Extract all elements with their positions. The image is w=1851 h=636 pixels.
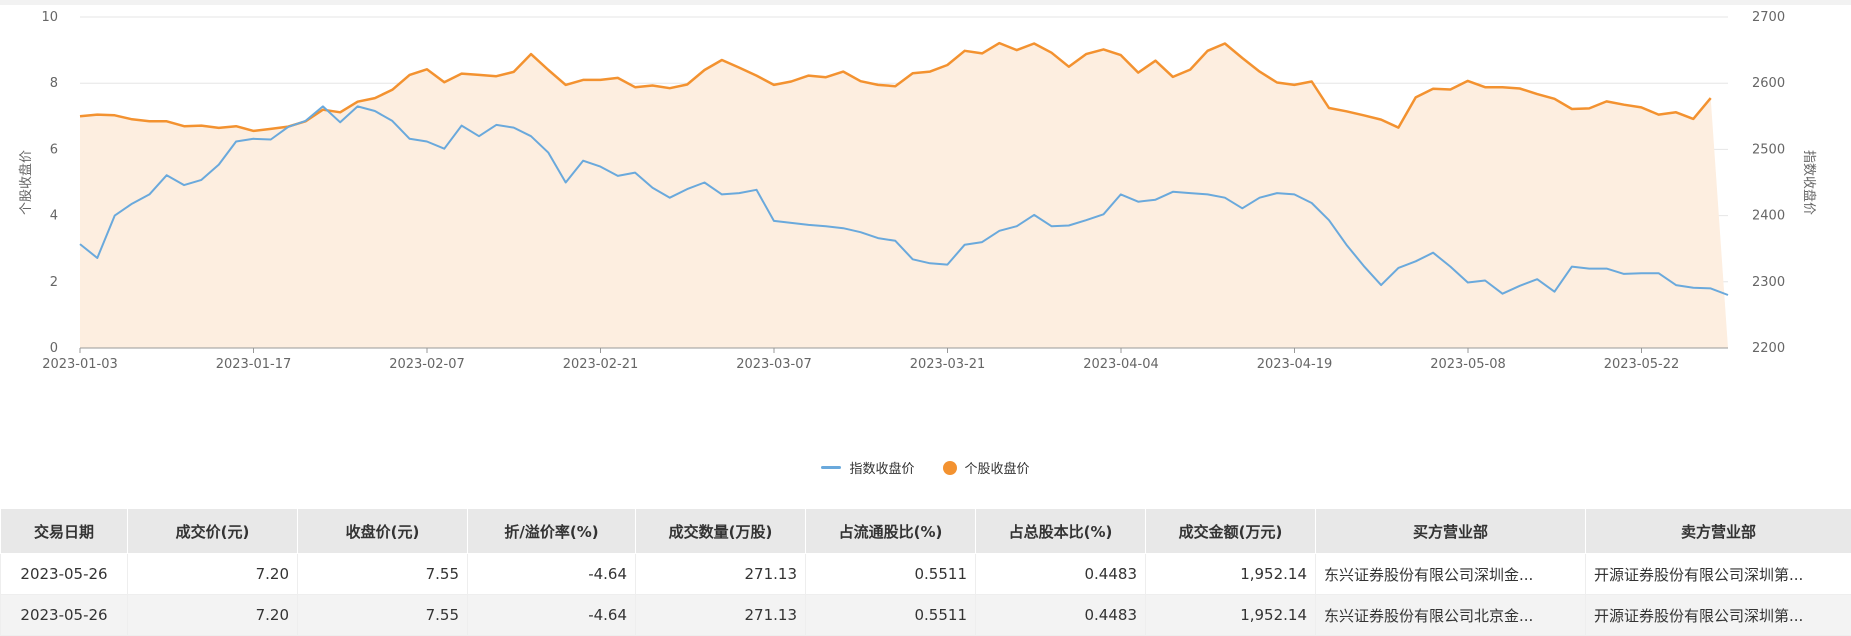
legend-item-stock[interactable]: 个股收盘价 — [943, 458, 1030, 477]
y-right-tick-label: 2200 — [1752, 341, 1785, 356]
cell-buyer[interactable]: 东兴证券股份有限公司北京金... — [1316, 595, 1586, 636]
x-tick-label: 2023-01-17 — [216, 357, 292, 372]
cell-date: 2023-05-26 — [1, 595, 128, 636]
cell-total-ratio: 0.4483 — [976, 554, 1146, 595]
col-header-premium[interactable]: 折/溢价率(%) — [468, 509, 636, 554]
cell-float-ratio: 0.5511 — [806, 595, 976, 636]
x-tick-label: 2023-04-04 — [1083, 357, 1159, 372]
col-header-price[interactable]: 成交价(元) — [128, 509, 298, 554]
cell-total-ratio: 0.4483 — [976, 595, 1146, 636]
y-left-tick-label: 6 — [50, 142, 58, 157]
cell-volume: 271.13 — [636, 595, 806, 636]
cell-buyer[interactable]: 东兴证券股份有限公司深圳金... — [1316, 554, 1586, 595]
y-right-tick-label: 2700 — [1752, 10, 1785, 25]
y-right-tick-label: 2400 — [1752, 209, 1785, 224]
x-tick-label: 2023-02-07 — [389, 357, 465, 372]
y-left-tick-label: 4 — [50, 209, 58, 224]
col-header-float-ratio[interactable]: 占流通股比(%) — [806, 509, 976, 554]
y-left-tick-label: 2 — [50, 275, 58, 290]
cell-premium: -4.64 — [468, 595, 636, 636]
col-header-close[interactable]: 收盘价(元) — [298, 509, 468, 554]
cell-amount: 1,952.14 — [1146, 554, 1316, 595]
block-trade-table: 交易日期 成交价(元) 收盘价(元) 折/溢价率(%) 成交数量(万股) 占流通… — [0, 508, 1851, 636]
legend-label-stock: 个股收盘价 — [965, 458, 1030, 477]
x-tick-label: 2023-04-19 — [1257, 357, 1333, 372]
table-row: 2023-05-26 7.20 7.55 -4.64 271.13 0.5511… — [1, 554, 1851, 595]
x-tick-label: 2023-03-21 — [910, 357, 986, 372]
cell-price: 7.20 — [128, 554, 298, 595]
cell-close: 7.55 — [298, 554, 468, 595]
cell-price: 7.20 — [128, 595, 298, 636]
chart-svg: 0 2 4 6 8 10 2200 2300 2400 2500 2600 2700 个股收盘价 指数收盘… — [0, 5, 1851, 455]
y-right-tick-label: 2600 — [1752, 76, 1785, 91]
cell-close: 7.55 — [298, 595, 468, 636]
cell-amount: 1,952.14 — [1146, 595, 1316, 636]
cell-seller[interactable]: 开源证券股份有限公司深圳第... — [1586, 554, 1851, 595]
col-header-seller[interactable]: 卖方营业部 — [1586, 509, 1851, 554]
col-header-volume[interactable]: 成交数量(万股) — [636, 509, 806, 554]
col-header-date[interactable]: 交易日期 — [1, 509, 128, 554]
y-right-tick-label: 2500 — [1752, 142, 1785, 157]
cell-date: 2023-05-26 — [1, 554, 128, 595]
x-tick-label: 2023-01-03 — [42, 357, 118, 372]
stock-area — [80, 43, 1728, 348]
y-left-tick-label: 8 — [50, 76, 58, 91]
y-right-axis-title: 指数收盘价 — [1801, 150, 1817, 215]
legend-dot-icon — [943, 461, 957, 475]
cell-premium: -4.64 — [468, 554, 636, 595]
x-tick-label: 2023-05-08 — [1430, 357, 1506, 372]
chart-legend: 指数收盘价 个股收盘价 — [0, 458, 1851, 477]
y-left-tick-label: 10 — [41, 10, 58, 25]
x-tick-label: 2023-03-07 — [736, 357, 812, 372]
x-tick-label: 2023-05-22 — [1604, 357, 1680, 372]
y-left-tick-label: 0 — [50, 341, 58, 356]
cell-float-ratio: 0.5511 — [806, 554, 976, 595]
col-header-buyer[interactable]: 买方营业部 — [1316, 509, 1586, 554]
x-tick-label: 2023-02-21 — [563, 357, 639, 372]
cell-volume: 271.13 — [636, 554, 806, 595]
table-header-row: 交易日期 成交价(元) 收盘价(元) 折/溢价率(%) 成交数量(万股) 占流通… — [1, 509, 1851, 554]
col-header-amount[interactable]: 成交金额(万元) — [1146, 509, 1316, 554]
legend-line-icon — [821, 466, 841, 469]
y-right-tick-label: 2300 — [1752, 275, 1785, 290]
block-trade-table-wrap: 交易日期 成交价(元) 收盘价(元) 折/溢价率(%) 成交数量(万股) 占流通… — [0, 508, 1851, 636]
table-row: 2023-05-26 7.20 7.55 -4.64 271.13 0.5511… — [1, 595, 1851, 636]
cell-seller[interactable]: 开源证券股份有限公司深圳第... — [1586, 595, 1851, 636]
legend-label-index: 指数收盘价 — [849, 458, 914, 477]
legend-item-index[interactable]: 指数收盘价 — [821, 458, 914, 477]
y-left-axis-title: 个股收盘价 — [18, 150, 34, 215]
col-header-total-ratio[interactable]: 占总股本比(%) — [976, 509, 1146, 554]
